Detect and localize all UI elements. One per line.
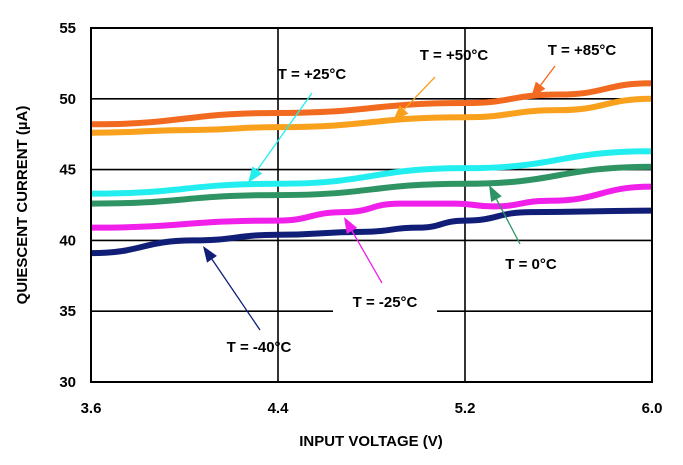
annotation-arrowhead — [248, 166, 263, 183]
annotation-arrow-line — [256, 92, 313, 171]
series-line-1 — [90, 95, 653, 136]
series-line-4 — [90, 183, 653, 231]
x-tick-label: 4.4 — [268, 400, 290, 417]
y-tick-label: 50 — [59, 91, 76, 108]
annotation-arrow-line — [211, 258, 261, 331]
series-line-2 — [90, 148, 653, 197]
annotation-arrowhead — [393, 105, 409, 121]
y-axis-label: QUIESCENT CURRENT (µA) — [14, 106, 31, 305]
x-axis-label: INPUT VOLTAGE (V) — [299, 433, 443, 450]
series-label: T = 0°C — [505, 256, 557, 273]
annotation-arrowhead — [203, 246, 217, 263]
series-line-0 — [90, 80, 653, 128]
y-tick-label: 40 — [59, 232, 76, 249]
y-tick-label: 30 — [59, 374, 76, 391]
y-tick-label: 55 — [59, 20, 76, 37]
y-tick-labels: 30 35 40 45 50 55 — [59, 20, 76, 391]
x-tick-label: 5.2 — [455, 400, 476, 417]
y-tick-label: 45 — [59, 162, 76, 179]
series-label: T = +50°C — [420, 47, 489, 64]
series-line-3 — [90, 163, 653, 207]
annotation-label-bg — [333, 289, 437, 313]
x-tick-label: 6.0 — [642, 400, 663, 417]
annotation-arrow-line — [351, 230, 383, 284]
series-lines — [90, 80, 653, 257]
annotation-arrow-line — [403, 76, 436, 110]
annotation-arrowhead — [489, 185, 502, 202]
plot-frame — [90, 27, 653, 383]
series-label: T = +25°C — [278, 66, 347, 83]
annotation-arrow-line — [495, 198, 521, 245]
annotations: T = +85°C T = +50°C T = +25°C T = 0°C T = -2… — [203, 42, 616, 356]
annotation-arrowhead — [531, 81, 546, 98]
y-tick-label: 35 — [59, 303, 76, 320]
series-label: T = +85°C — [548, 42, 617, 59]
annotation-arrowhead — [344, 217, 358, 234]
x-tick-label: 3.6 — [81, 400, 102, 417]
annotation-arrow-line — [540, 65, 556, 86]
series-line-5 — [90, 207, 653, 257]
series-label: T = -25°C — [353, 294, 418, 311]
series-label: T = -40°C — [227, 339, 292, 356]
x-tick-labels: 3.6 4.4 5.2 6.0 — [81, 400, 663, 417]
